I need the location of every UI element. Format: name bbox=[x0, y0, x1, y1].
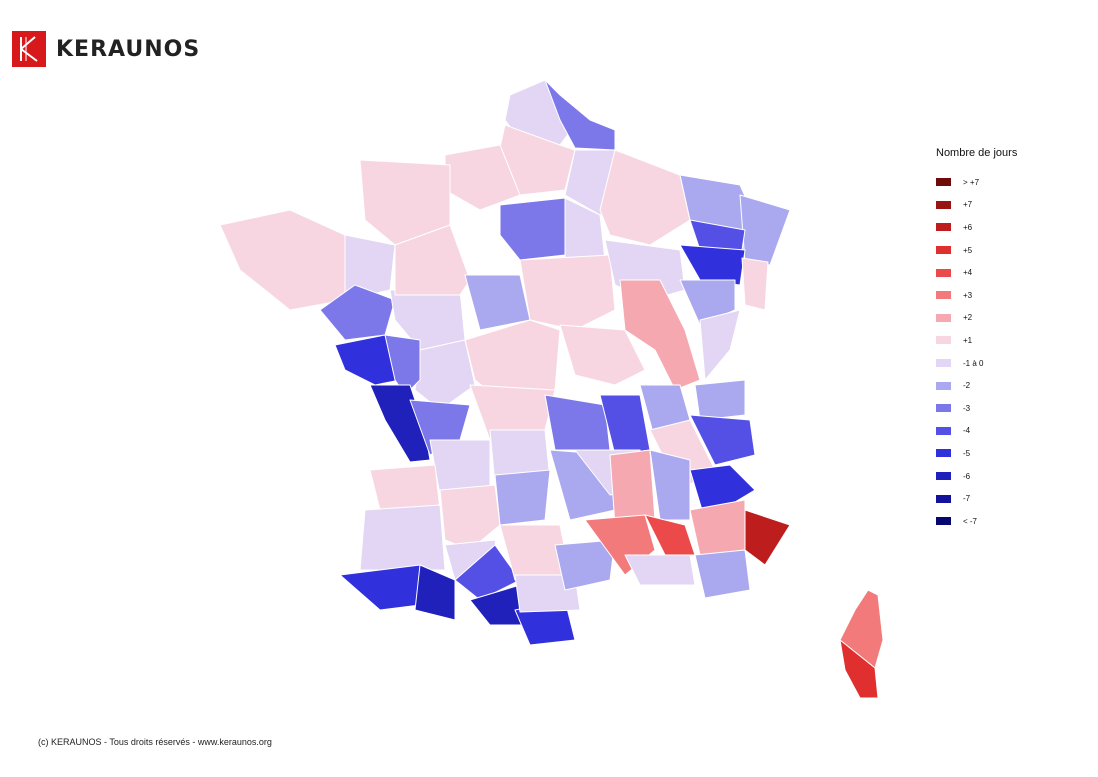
legend-label: < -7 bbox=[963, 516, 978, 526]
legend-title: Nombre de jours bbox=[936, 147, 1018, 159]
department-region bbox=[689, 414, 756, 466]
department-region bbox=[624, 554, 696, 586]
legend-item: +2 bbox=[936, 307, 1017, 330]
legend-swatch bbox=[936, 359, 951, 368]
keraunos-logo-icon bbox=[12, 31, 46, 67]
legend-swatch bbox=[936, 404, 951, 413]
department-region bbox=[679, 279, 736, 326]
legend-item: -1 à 0 bbox=[936, 352, 1017, 375]
department-region bbox=[544, 79, 616, 151]
department-region bbox=[464, 274, 531, 331]
legend-item: -4 bbox=[936, 420, 1017, 443]
department-region bbox=[394, 224, 471, 296]
legend-label: -5 bbox=[963, 448, 971, 458]
department-region bbox=[359, 504, 446, 571]
department-region bbox=[739, 194, 791, 266]
legend-label: > +7 bbox=[963, 177, 980, 187]
department-region bbox=[544, 394, 611, 451]
legend-swatch bbox=[936, 426, 951, 435]
department-region bbox=[679, 244, 746, 286]
department-region bbox=[554, 539, 616, 591]
department-region bbox=[439, 484, 501, 551]
department-region bbox=[339, 564, 421, 611]
legend-swatch bbox=[936, 178, 951, 187]
legend-label: +5 bbox=[963, 245, 973, 255]
legend-swatch bbox=[936, 517, 951, 526]
legend-item: -2 bbox=[936, 374, 1017, 397]
department-region bbox=[494, 469, 551, 526]
department-region bbox=[219, 209, 346, 311]
department-region bbox=[559, 324, 646, 386]
legend-label: +7 bbox=[963, 200, 973, 210]
department-region bbox=[689, 499, 746, 556]
legend-label: -6 bbox=[963, 471, 971, 481]
department-region bbox=[499, 197, 566, 261]
department-region bbox=[694, 549, 751, 599]
legend-label: -1 à 0 bbox=[963, 358, 984, 368]
legend-item: -7 bbox=[936, 487, 1017, 510]
department-region bbox=[694, 379, 746, 421]
legend-swatch bbox=[936, 246, 951, 255]
legend-item: -3 bbox=[936, 397, 1017, 420]
legend-label: -7 bbox=[963, 494, 971, 504]
department-region bbox=[839, 639, 879, 699]
legend-label: +1 bbox=[963, 335, 973, 345]
legend-label: +4 bbox=[963, 268, 973, 278]
legend-item: +1 bbox=[936, 329, 1017, 352]
department-region bbox=[519, 254, 616, 331]
legend-swatch bbox=[936, 268, 951, 277]
legend-label: -3 bbox=[963, 403, 971, 413]
legend-swatch bbox=[936, 291, 951, 300]
department-region bbox=[699, 309, 741, 381]
legend-item: +5 bbox=[936, 239, 1017, 262]
department-region bbox=[334, 334, 401, 386]
brand-header: KERAUNOS bbox=[12, 30, 200, 68]
department-region bbox=[689, 464, 756, 521]
brand-name: KERAUNOS bbox=[56, 36, 201, 62]
legend-swatch bbox=[936, 472, 951, 481]
legend-item: +4 bbox=[936, 261, 1017, 284]
legend-swatch bbox=[936, 313, 951, 322]
department-region bbox=[741, 257, 769, 311]
department-region bbox=[369, 464, 441, 511]
legend-label: +2 bbox=[963, 313, 973, 323]
legend-item: +7 bbox=[936, 194, 1017, 217]
legend-swatch bbox=[936, 200, 951, 209]
legend-label: -2 bbox=[963, 381, 971, 391]
legend-item: < -7 bbox=[936, 510, 1017, 533]
department-region bbox=[599, 149, 691, 246]
department-region bbox=[609, 449, 656, 526]
legend-item: -6 bbox=[936, 465, 1017, 488]
legend-swatch bbox=[936, 494, 951, 503]
legend-label: +3 bbox=[963, 290, 973, 300]
legend-label: +6 bbox=[963, 222, 973, 232]
map-legend: Nombre de jours > +7 +7 +6 +5 +4 +3 +2 +… bbox=[936, 147, 1017, 533]
legend-item: +3 bbox=[936, 284, 1017, 307]
legend-item: -5 bbox=[936, 442, 1017, 465]
department-region bbox=[319, 284, 396, 341]
legend-swatch bbox=[936, 336, 951, 345]
department-region bbox=[649, 449, 691, 521]
legend-item: > +7 bbox=[936, 171, 1017, 194]
department-region bbox=[414, 564, 456, 621]
legend-swatch bbox=[936, 381, 951, 390]
legend-swatch bbox=[936, 223, 951, 232]
legend-swatch bbox=[936, 449, 951, 458]
department-region bbox=[414, 339, 476, 411]
legend-label: -4 bbox=[963, 426, 971, 436]
department-region bbox=[384, 334, 421, 396]
department-region bbox=[619, 279, 701, 391]
copyright-footer: (c) KERAUNOS - Tous droits réservés - ww… bbox=[38, 737, 272, 747]
legend-item: +6 bbox=[936, 216, 1017, 239]
department-region bbox=[744, 509, 791, 566]
